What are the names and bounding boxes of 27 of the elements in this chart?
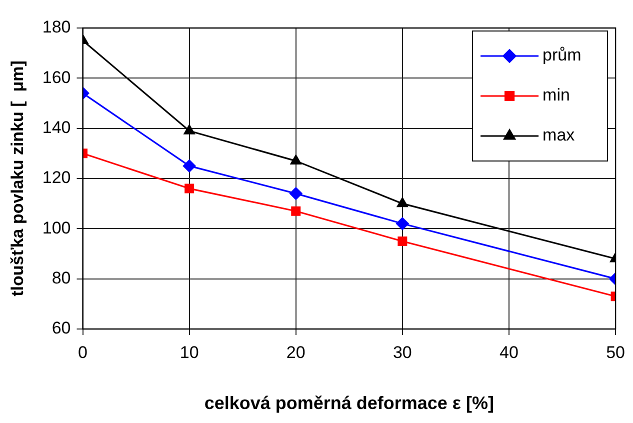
y-tick-label: 120 bbox=[42, 168, 71, 188]
legend-label: prům bbox=[542, 46, 582, 65]
y-tick-label: 180 bbox=[42, 18, 71, 37]
point bbox=[291, 206, 301, 216]
point bbox=[396, 197, 408, 208]
y-tick-label: 80 bbox=[52, 268, 71, 288]
point bbox=[182, 159, 196, 172]
x-tick-label: 10 bbox=[180, 342, 199, 362]
point bbox=[184, 184, 194, 194]
x-tick-label: 20 bbox=[286, 342, 306, 362]
point bbox=[398, 236, 408, 246]
x-tick-label: 0 bbox=[78, 342, 88, 362]
point bbox=[290, 154, 302, 164]
y-tick-label: 140 bbox=[42, 118, 71, 138]
x-tick-label: 30 bbox=[392, 342, 412, 362]
x-tick-label: 40 bbox=[500, 342, 518, 362]
point bbox=[184, 124, 196, 134]
legend-label: min bbox=[542, 86, 570, 105]
legend-label: max bbox=[542, 126, 576, 145]
y-tick-label: 100 bbox=[42, 218, 71, 238]
y-tick-label: 160 bbox=[42, 68, 71, 87]
point bbox=[289, 187, 302, 200]
point bbox=[396, 217, 409, 230]
x-tick-label: 50 bbox=[606, 342, 626, 362]
x-axis-title: celková poměrná deformace ε [%] bbox=[204, 393, 494, 414]
y-tick-label: 60 bbox=[52, 318, 71, 338]
y-axis-title: tloušťka povlaku zinku [ μm] bbox=[8, 60, 27, 296]
